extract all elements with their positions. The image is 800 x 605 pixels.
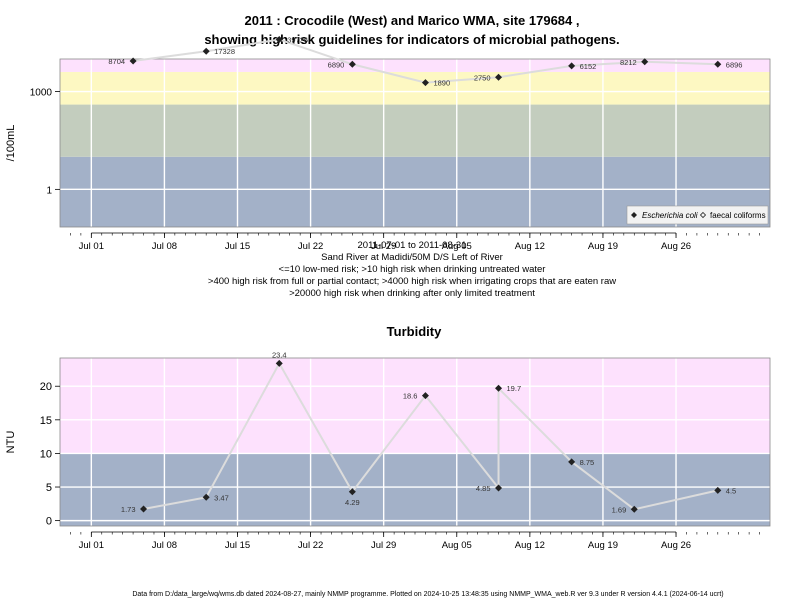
risk-band xyxy=(60,59,770,72)
top-chart-title-line1: 2011 : Crocodile (West) and Marico WMA, … xyxy=(245,13,580,28)
data-point xyxy=(348,488,356,496)
caption-line: >400 high risk from full or partial cont… xyxy=(208,276,616,287)
data-label: 6890 xyxy=(328,60,345,69)
caption-line: >20000 high risk when drinking after onl… xyxy=(289,288,535,299)
top-chart-y-axis-label: /100mL xyxy=(5,125,17,162)
data-point xyxy=(129,57,137,65)
x-tick-label: Jul 08 xyxy=(152,241,177,252)
x-tick-label: Jul 29 xyxy=(371,540,396,551)
x-tick-label: Jul 15 xyxy=(225,540,250,551)
top-chart-panel: 1 1000 Jul 01 Jul 08 Jul 15 Jul 22 Jul 29 Aug 0… xyxy=(30,35,771,252)
bottom-chart-title: Turbidity xyxy=(387,324,442,339)
x-tick-label: Aug 19 xyxy=(588,540,618,551)
x-tick-label: Aug 12 xyxy=(515,540,545,551)
data-point xyxy=(714,486,722,494)
y-tick-label: 1 xyxy=(46,185,52,196)
data-point xyxy=(495,484,503,492)
x-tick-label: Jul 22 xyxy=(298,540,323,551)
data-point xyxy=(140,505,148,513)
data-point xyxy=(348,60,356,68)
x-tick-label: Aug 05 xyxy=(442,540,472,551)
data-label: 3.47 xyxy=(214,493,229,502)
top-chart-title-line2: showing high risk guidelines for indicat… xyxy=(204,32,619,47)
x-tick-label: Jul 29 xyxy=(371,241,396,252)
data-label: 2750 xyxy=(474,73,491,82)
legend-entry: faecal coliforms xyxy=(710,211,766,220)
y-tick-label: 10 xyxy=(40,448,52,460)
x-tick-label: Jul 22 xyxy=(298,241,323,252)
x-tick-label: Jul 15 xyxy=(225,241,250,252)
data-point xyxy=(202,493,210,501)
data-label: 1.69 xyxy=(612,505,627,514)
data-point xyxy=(421,392,429,400)
data-point xyxy=(421,79,429,87)
legend-marker-filled xyxy=(631,212,637,218)
caption-line: <=10 low-med risk; >10 high risk when dr… xyxy=(279,264,546,275)
risk-band xyxy=(60,358,770,454)
data-label: 1.73 xyxy=(121,505,136,514)
data-point xyxy=(568,458,576,466)
data-label: 8.75 xyxy=(580,458,595,467)
chart-legend: Escherichia coli faecal coliforms xyxy=(626,205,769,225)
data-label: 4.5 xyxy=(726,486,736,495)
data-label: 1890 xyxy=(433,79,450,88)
y-tick-label: 5 xyxy=(46,482,52,494)
x-tick-label: Aug 19 xyxy=(588,241,618,252)
data-point xyxy=(202,47,210,55)
data-point xyxy=(495,384,503,392)
data-label: 4.85 xyxy=(476,484,491,493)
legend-marker-open xyxy=(699,211,707,219)
x-tick-label: Jul 01 xyxy=(79,241,104,252)
data-point xyxy=(275,359,283,367)
data-label: 19.7 xyxy=(507,384,522,393)
series-line xyxy=(143,361,719,511)
y-tick-label: 1000 xyxy=(30,88,53,99)
legend-box xyxy=(626,205,769,225)
x-tick-label: Jul 08 xyxy=(152,540,177,551)
plot-frame xyxy=(59,357,771,527)
data-point xyxy=(641,58,649,66)
data-label: 6152 xyxy=(580,62,597,71)
data-label: 6896 xyxy=(726,60,743,69)
data-label: 18.6 xyxy=(403,392,418,401)
caption-line: Sand River at Madidi/50M D/S Left of Riv… xyxy=(321,252,503,263)
x-tick-label: Aug 26 xyxy=(661,540,691,551)
data-label: 8704 xyxy=(108,57,125,66)
y-tick-label: 20 xyxy=(40,381,52,393)
data-point xyxy=(568,62,576,70)
legend-entry: Escherichia coli xyxy=(642,211,698,220)
bottom-chart-panel: 0 5 10 15 20 Jul 01 Jul 08 Jul 15 Jul 22 Jul 29 Au… xyxy=(40,350,771,551)
x-tick-label: Jul 01 xyxy=(79,540,104,551)
caption-line: 2011-07-01 to 2011-08-31 xyxy=(358,240,467,251)
data-point xyxy=(275,35,283,43)
x-tick-label: Aug 26 xyxy=(661,241,691,252)
plot-frame xyxy=(59,58,771,228)
data-point xyxy=(714,60,722,68)
y-tick-label: 0 xyxy=(46,516,52,528)
data-label: 23.4 xyxy=(272,350,287,359)
y-tick-label: 15 xyxy=(40,415,52,427)
risk-band xyxy=(60,453,770,526)
footer-note: Data from D:/data_large/wq/wms.db dated … xyxy=(132,591,723,598)
data-label: 4.29 xyxy=(345,498,360,507)
bottom-chart-y-axis-label: NTU xyxy=(5,431,17,454)
x-tick-label: Aug 05 xyxy=(442,241,472,252)
risk-band xyxy=(60,71,770,105)
data-point xyxy=(630,505,638,513)
data-point xyxy=(495,73,503,81)
x-tick-label: Aug 12 xyxy=(515,241,545,252)
top-chart-caption: 2011-07-01 to 2011-08-31 Sand River at M… xyxy=(208,240,616,299)
risk-band xyxy=(60,104,770,157)
data-label: 8212 xyxy=(620,58,637,67)
data-label: 17328 xyxy=(214,47,235,56)
data-label: 39726 xyxy=(287,35,308,44)
